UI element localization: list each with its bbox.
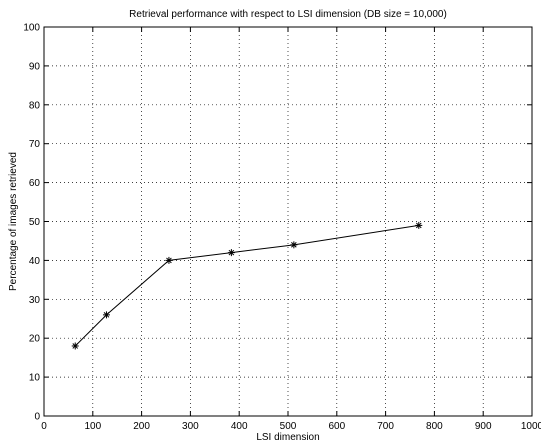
x-tick-label: 900 <box>475 421 492 432</box>
y-axis-label: Percentage of images retrieved <box>8 152 19 291</box>
y-tick-label: 90 <box>29 61 41 72</box>
y-tick-label: 30 <box>29 295 41 306</box>
data-point-marker <box>290 241 298 249</box>
y-tick-label: 40 <box>29 256 41 267</box>
axis-ticks <box>43 26 533 417</box>
chart-title: Retrieval performance with respect to LS… <box>129 9 447 20</box>
tick-labels: 0 100 200 300 400 500 600 700 800 900 1000 0 10 20 30 4… <box>23 23 541 433</box>
x-tick-label: 700 <box>377 421 394 432</box>
x-tick-label: 0 <box>41 421 47 432</box>
data-point-marker <box>71 342 79 350</box>
y-tick-label: 20 <box>29 334 41 345</box>
data-point-marker <box>227 249 235 257</box>
x-tick-label: 300 <box>182 421 199 432</box>
x-axis-label: LSI dimension <box>256 432 319 443</box>
x-tick-label: 1000 <box>521 421 541 432</box>
x-tick-label: 400 <box>231 421 248 432</box>
series-line <box>74 224 419 347</box>
y-tick-label: 60 <box>29 178 41 189</box>
x-tick-label: 500 <box>280 421 297 432</box>
data-point-marker <box>102 311 110 319</box>
y-tick-label: 50 <box>29 217 41 228</box>
data-series <box>71 221 423 350</box>
data-point-marker <box>165 256 173 264</box>
y-tick-label: 70 <box>29 139 41 150</box>
data-point-marker <box>415 221 423 229</box>
x-tick-label: 200 <box>133 421 150 432</box>
y-tick-label: 100 <box>23 23 40 34</box>
y-tick-label: 80 <box>29 100 41 111</box>
y-tick-label: 0 <box>34 412 40 423</box>
x-tick-label: 800 <box>426 421 443 432</box>
y-tick-label: 10 <box>29 373 41 384</box>
x-tick-label: 600 <box>328 421 345 432</box>
grid-lines <box>44 27 532 416</box>
x-tick-label: 100 <box>84 421 101 432</box>
